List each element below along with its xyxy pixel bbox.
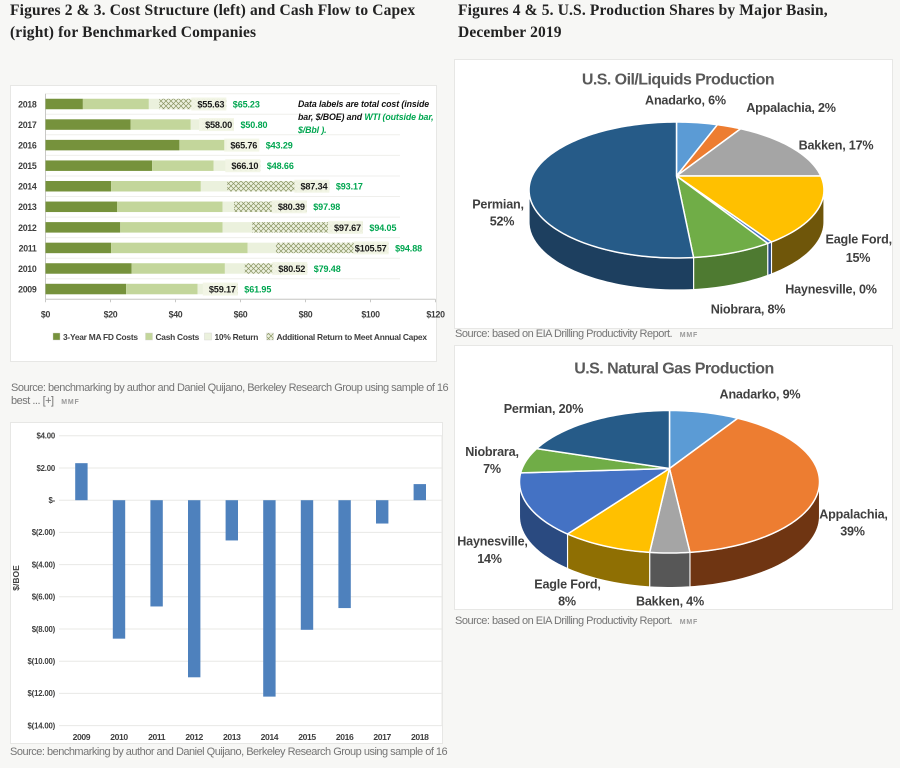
svg-text:2009: 2009	[73, 732, 91, 742]
svg-text:Eagle Ford,: Eagle Ford,	[826, 233, 892, 247]
svg-text:$120: $120	[426, 310, 445, 320]
svg-text:Permian,: Permian,	[472, 198, 524, 212]
svg-text:$94.05: $94.05	[369, 223, 396, 233]
svg-text:$100: $100	[361, 310, 380, 320]
svg-text:$65.23: $65.23	[233, 99, 260, 109]
svg-text:$0: $0	[41, 310, 51, 320]
svg-text:Niobrara, 8%: Niobrara, 8%	[711, 303, 786, 317]
svg-text:Cash Costs: Cash Costs	[156, 332, 200, 342]
svg-text:Additional Return to Meet Annu: Additional Return to Meet Annual Capex	[277, 332, 428, 342]
svg-text:7%: 7%	[483, 462, 501, 476]
svg-text:2013: 2013	[18, 202, 37, 212]
svg-text:Permian, 20%: Permian, 20%	[504, 402, 584, 416]
svg-text:3-Year MA FD Costs: 3-Year MA FD Costs	[63, 332, 138, 342]
svg-text:2015: 2015	[298, 732, 316, 742]
svg-text:U.S. Natural Gas Production: U.S. Natural Gas Production	[574, 360, 773, 377]
svg-text:2016: 2016	[18, 141, 37, 151]
svg-text:2017: 2017	[18, 120, 37, 130]
svg-text:Niobrara,: Niobrara,	[465, 445, 519, 459]
svg-text:39%: 39%	[840, 525, 865, 539]
svg-text:Anadarko, 6%: Anadarko, 6%	[645, 94, 726, 108]
svg-text:Appalachia,: Appalachia,	[819, 508, 888, 522]
svg-text:$87.34: $87.34	[300, 182, 328, 192]
svg-text:$-: $-	[48, 496, 55, 505]
svg-text:$(4.00): $(4.00)	[32, 560, 56, 569]
svg-text:$4.00: $4.00	[36, 432, 55, 441]
svg-text:Bakken, 17%: Bakken, 17%	[799, 139, 874, 153]
svg-text:2018: 2018	[411, 732, 429, 742]
svg-text:$58.00: $58.00	[205, 120, 232, 130]
svg-text:15%: 15%	[846, 251, 871, 265]
svg-text:$80.52: $80.52	[278, 264, 305, 274]
svg-text:$43.29: $43.29	[266, 141, 293, 151]
svg-text:Appalachia, 2%: Appalachia, 2%	[746, 101, 836, 115]
svg-text:2012: 2012	[185, 732, 203, 742]
svg-text:$/BOE: $/BOE	[11, 565, 21, 591]
svg-text:$94.88: $94.88	[395, 243, 422, 253]
svg-text:Data labels are total cost (in: Data labels are total cost (inside	[298, 99, 429, 109]
svg-text:U.S. Oil/Liquids Production: U.S. Oil/Liquids Production	[582, 72, 774, 89]
svg-text:$65.76: $65.76	[230, 141, 257, 151]
svg-text:$(8.00): $(8.00)	[32, 625, 56, 634]
svg-text:14%: 14%	[477, 552, 502, 566]
svg-text:$80: $80	[299, 310, 313, 320]
svg-text:$105.57: $105.57	[355, 243, 387, 253]
svg-text:$93.17: $93.17	[336, 182, 363, 192]
svg-text:$(14.00): $(14.00)	[28, 721, 56, 730]
svg-text:$60: $60	[234, 310, 248, 320]
svg-text:$2.00: $2.00	[36, 464, 55, 473]
svg-text:bar, $/BOE) and WTI (outside b: bar, $/BOE) and WTI (outside bar,	[298, 112, 434, 122]
svg-text:$79.48: $79.48	[314, 264, 341, 274]
svg-text:52%: 52%	[490, 215, 515, 229]
svg-text:2011: 2011	[19, 243, 37, 253]
svg-text:$59.17: $59.17	[209, 284, 236, 294]
svg-text:2017: 2017	[373, 732, 391, 742]
svg-text:2012: 2012	[18, 223, 37, 233]
svg-text:$(12.00): $(12.00)	[28, 689, 56, 698]
svg-text:Haynesville,: Haynesville,	[457, 535, 527, 549]
svg-text:$55.63: $55.63	[197, 99, 224, 109]
svg-text:$(10.00): $(10.00)	[28, 657, 56, 666]
svg-text:$80.39: $80.39	[278, 202, 305, 212]
svg-text:$61.95: $61.95	[244, 284, 271, 294]
svg-text:$20: $20	[104, 310, 118, 320]
svg-text:8%: 8%	[558, 595, 576, 609]
svg-text:$97.98: $97.98	[313, 202, 340, 212]
svg-text:2011: 2011	[148, 732, 166, 742]
svg-text:2010: 2010	[18, 264, 37, 274]
svg-text:10% Return: 10% Return	[215, 332, 259, 342]
svg-text:$(2.00): $(2.00)	[32, 528, 56, 537]
svg-text:Bakken, 4%: Bakken, 4%	[636, 595, 704, 609]
svg-text:$50.80: $50.80	[241, 120, 268, 130]
svg-text:Eagle Ford,: Eagle Ford,	[534, 578, 600, 592]
svg-text:2009: 2009	[18, 284, 37, 294]
svg-text:$40: $40	[169, 310, 183, 320]
svg-text:Anadarko, 9%: Anadarko, 9%	[720, 388, 801, 402]
svg-text:2015: 2015	[18, 161, 37, 171]
svg-text:$/Bbl ).: $/Bbl ).	[297, 125, 327, 135]
svg-text:2014: 2014	[18, 182, 37, 192]
svg-text:2018: 2018	[18, 99, 37, 109]
svg-text:$(6.00): $(6.00)	[32, 593, 56, 602]
svg-text:2013: 2013	[223, 732, 241, 742]
svg-text:2016: 2016	[336, 732, 354, 742]
svg-text:$66.10: $66.10	[231, 161, 258, 171]
svg-text:2014: 2014	[261, 732, 279, 742]
svg-text:$48.66: $48.66	[267, 161, 294, 171]
svg-text:$97.67: $97.67	[334, 223, 361, 233]
svg-text:Haynesville, 0%: Haynesville, 0%	[785, 283, 877, 297]
svg-text:2010: 2010	[110, 732, 128, 742]
